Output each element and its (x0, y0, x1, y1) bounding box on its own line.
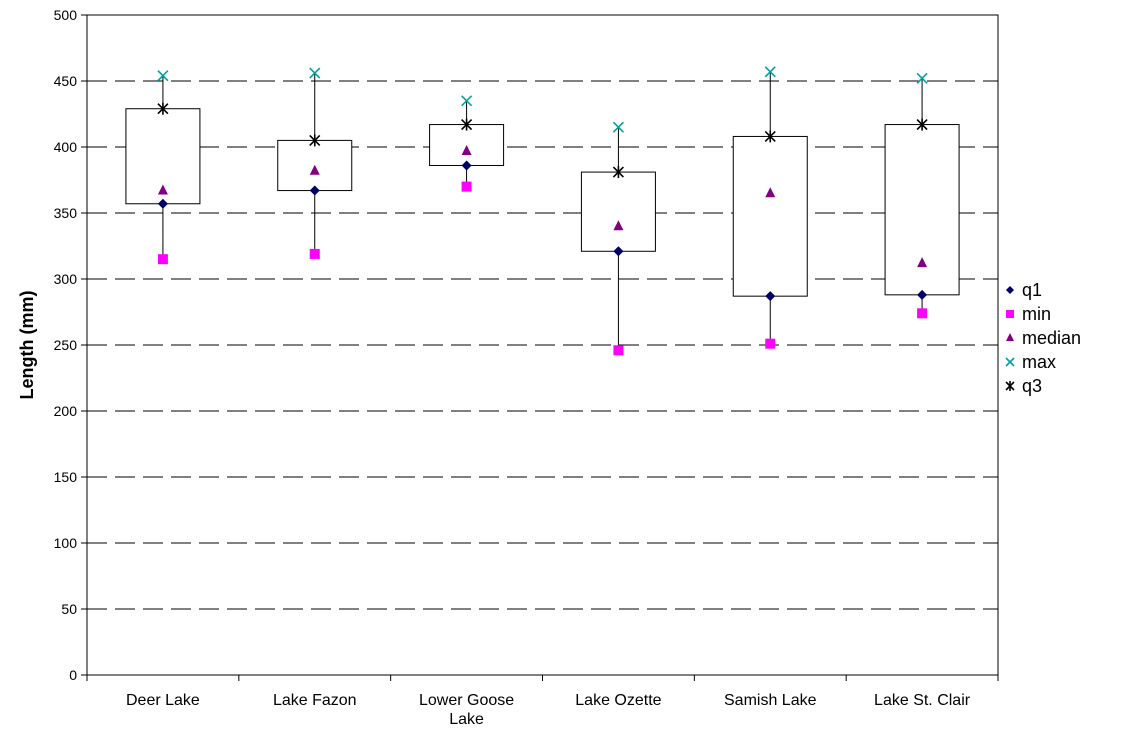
point-max (461, 95, 473, 107)
point-max-stroke (309, 67, 321, 79)
legend-marker-median (1006, 333, 1014, 341)
point-q1 (309, 185, 320, 196)
legend-label-q1: q1 (1022, 280, 1042, 300)
point-q1 (461, 160, 472, 171)
y-tick-label: 400 (54, 139, 78, 155)
legend-marker-max-stroke (1005, 357, 1015, 367)
y-tick-label: 0 (69, 667, 77, 683)
point-q3 (309, 134, 321, 147)
y-tick-label: 250 (54, 337, 78, 353)
y-tick-label: 300 (54, 271, 78, 287)
point-min (461, 181, 472, 192)
boxes (125, 71, 960, 351)
point-median (461, 144, 472, 155)
y-tick-label: 200 (54, 403, 78, 419)
point-max (916, 72, 928, 84)
x-tick-label: Lake Ozette (575, 692, 661, 709)
point-median (157, 184, 168, 195)
point-max (764, 66, 776, 78)
y-axis-label: Length (mm) (17, 291, 37, 400)
point-q3 (461, 118, 473, 131)
point-max-stroke (764, 66, 776, 78)
point-max (157, 70, 169, 82)
legend-marker-max (1005, 357, 1015, 367)
legend-label-min: min (1022, 304, 1051, 324)
point-max-stroke (157, 70, 169, 82)
legend-marker-q3 (1005, 381, 1015, 391)
y-tick-label: 150 (54, 469, 78, 485)
x-tick-label: Lake St. Clair (874, 692, 971, 709)
x-tick-label: Lake Fazon (273, 692, 357, 709)
point-min (917, 308, 928, 319)
point-min (613, 345, 624, 356)
legend-label-max: max (1022, 352, 1056, 372)
iqr-box (580, 171, 656, 252)
point-q1 (157, 198, 168, 209)
point-q3 (764, 130, 776, 143)
data-points (157, 66, 928, 356)
point-max (309, 67, 321, 79)
legend-marker-q1 (1006, 286, 1014, 294)
legend: q1 min median max q3 (1005, 280, 1081, 396)
y-tick-label: 500 (54, 7, 78, 23)
iqr-box (884, 124, 960, 296)
point-median (309, 164, 320, 175)
point-q1 (917, 289, 928, 300)
point-q3 (157, 102, 169, 115)
point-q1 (613, 246, 624, 257)
point-max-stroke (916, 72, 928, 84)
point-max-stroke (612, 121, 624, 133)
x-tick-label: Deer Lake (126, 692, 200, 709)
y-tick-label: 50 (61, 601, 77, 617)
point-min (309, 248, 320, 259)
point-q1 (765, 291, 776, 302)
point-max-stroke (461, 95, 473, 107)
iqr-box (732, 135, 808, 297)
point-q3 (612, 166, 624, 179)
y-axis: 0 50 100 150 200 250 300 350 400 450 500 (54, 7, 87, 683)
point-min (765, 338, 776, 349)
legend-label-q3: q3 (1022, 376, 1042, 396)
point-median (765, 187, 776, 198)
legend-label-median: median (1022, 328, 1081, 348)
point-q3 (916, 118, 928, 131)
y-tick-label: 350 (54, 205, 78, 221)
point-max (612, 121, 624, 133)
point-min (157, 254, 168, 265)
y-tick-label: 100 (54, 535, 78, 551)
legend-marker-min (1006, 310, 1014, 318)
x-axis: Deer Lake Lake Fazon Lower Goose Lake Lake O… (86, 675, 999, 728)
point-median (613, 220, 624, 231)
gridlines (87, 80, 998, 610)
x-tick-label: Lower Goose Lake (419, 692, 514, 728)
point-median (917, 257, 928, 268)
x-tick-label: Samish Lake (724, 692, 817, 709)
y-tick-label: 450 (54, 73, 78, 89)
